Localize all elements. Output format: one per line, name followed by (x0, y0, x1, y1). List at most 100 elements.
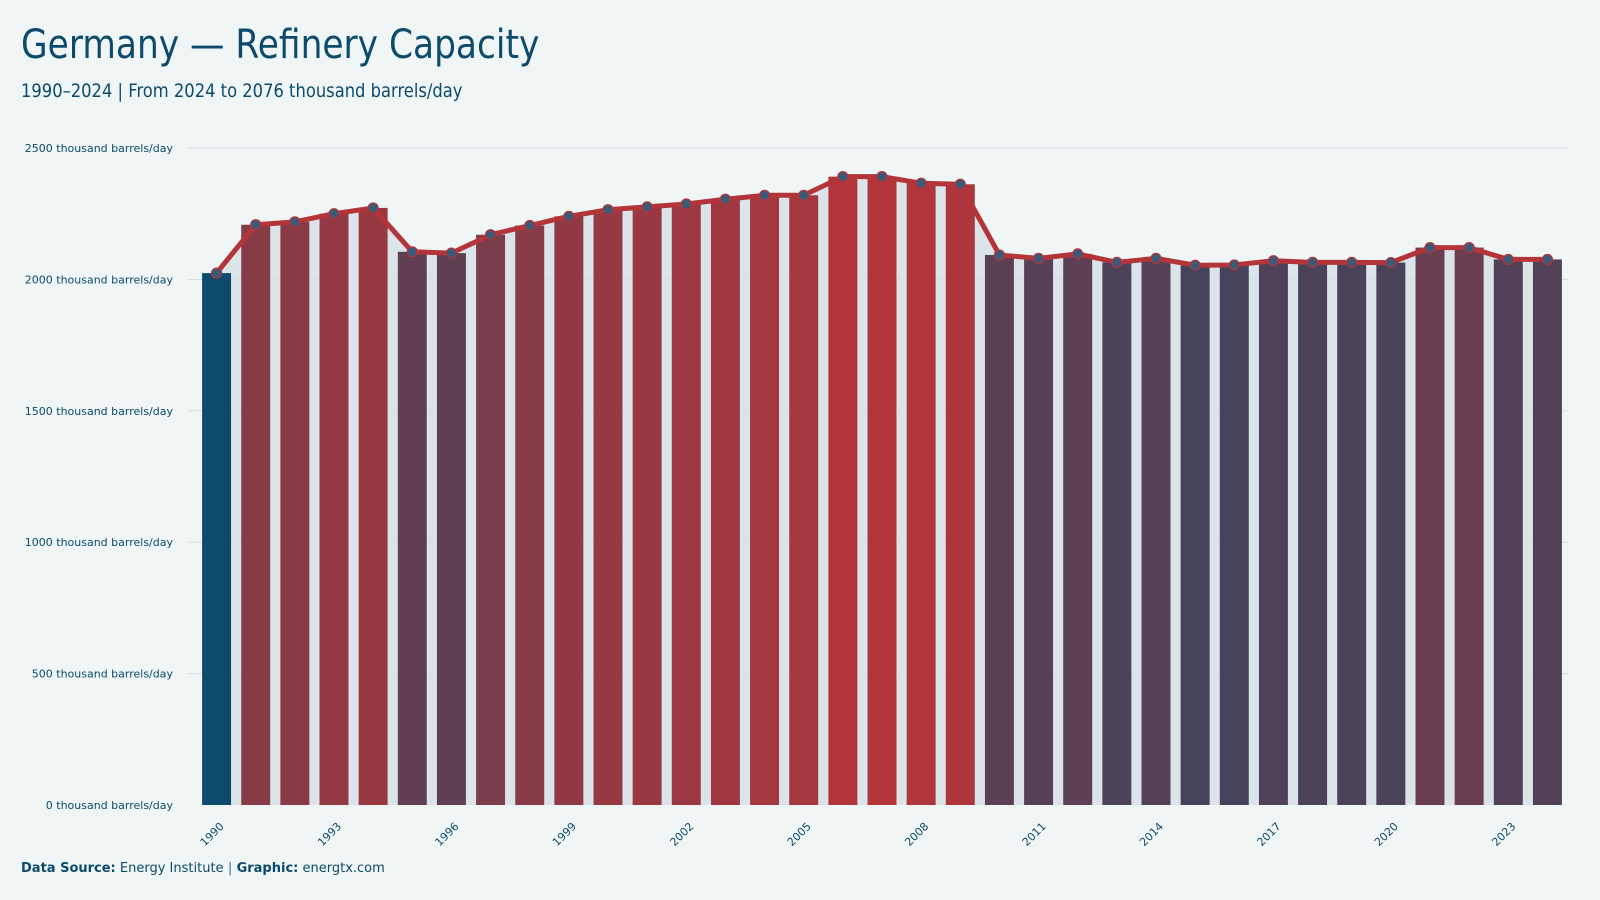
x-tick-label: 2011 (1020, 820, 1049, 849)
point-2012 (1072, 248, 1084, 260)
x-tick-label: 1999 (550, 820, 579, 849)
bar-2014 (1141, 258, 1171, 806)
point-1997 (484, 229, 497, 241)
bar-2001 (632, 206, 662, 806)
bar-1993 (319, 213, 349, 805)
bar-2023 (1493, 259, 1523, 805)
bar-2013 (1102, 262, 1132, 805)
point-2010 (993, 249, 1006, 261)
point-2005 (798, 189, 810, 201)
y-tick-label: 0 thousand barrels/day (46, 799, 174, 812)
bars (202, 176, 1562, 806)
bar-1995 (397, 251, 427, 805)
point-2008 (915, 177, 927, 189)
y-tick-label: 500 thousand barrels/day (32, 668, 174, 681)
bar-2022 (1454, 247, 1484, 805)
bar-2015 (1180, 265, 1210, 805)
bar-2003 (710, 199, 740, 806)
point-2018 (1306, 256, 1319, 268)
bar-1991 (241, 224, 271, 805)
footer-credits: Data Source: Energy Institute | Graphic:… (21, 861, 385, 876)
bar-2021 (1415, 247, 1445, 805)
y-tick-label: 1500 thousand barrels/day (25, 405, 174, 418)
graphic-value: energtx.com (302, 861, 385, 876)
x-axis: 1990 1993 1996 1999 2002 2005 2008 2011 2014 2017… (198, 820, 1519, 849)
bar-2007 (867, 176, 897, 805)
point-2002 (680, 198, 692, 210)
point-2011 (1032, 252, 1045, 264)
point-2022 (1463, 242, 1475, 254)
x-tick-label: 1990 (198, 820, 227, 849)
bar-2005 (789, 195, 819, 805)
x-tick-label: 2023 (1489, 820, 1518, 849)
x-tick-label: 2017 (1255, 820, 1284, 849)
bar-2008 (906, 183, 936, 805)
point-1994 (367, 202, 379, 214)
bar-1992 (280, 221, 310, 805)
point-2009 (954, 178, 966, 190)
bar-1999 (554, 216, 584, 805)
bar-2019 (1337, 262, 1367, 805)
point-2001 (641, 201, 653, 213)
x-tick-label: 2005 (785, 820, 814, 849)
bar-2009 (945, 184, 975, 805)
bar-2010 (984, 254, 1014, 805)
x-tick-label: 2008 (902, 820, 931, 849)
x-tick-label: 2002 (667, 820, 696, 849)
bar-2016 (1219, 264, 1249, 805)
source-label: Data Source: (21, 861, 116, 876)
bar-1998 (515, 225, 545, 805)
y-axis: 0 thousand barrels/day 500 thousand barre… (25, 142, 174, 812)
x-tick-label: 1993 (315, 820, 344, 849)
point-2003 (719, 193, 732, 205)
y-tick-label: 2000 thousand barrels/day (25, 273, 174, 286)
bar-2020 (1376, 262, 1406, 805)
point-1999 (563, 210, 575, 222)
point-2016 (1228, 259, 1240, 271)
bar-2017 (1258, 260, 1288, 805)
x-tick-label: 2020 (1372, 820, 1401, 849)
point-2007 (876, 171, 888, 183)
point-2015 (1189, 259, 1201, 271)
bar-2006 (828, 176, 858, 805)
bar-2012 (1063, 253, 1093, 806)
bar-2002 (671, 203, 701, 806)
bar-1997 (476, 234, 506, 805)
y-tick-label: 1000 thousand barrels/day (25, 536, 174, 549)
point-1991 (250, 219, 262, 231)
point-2000 (602, 204, 614, 216)
point-2021 (1424, 242, 1436, 254)
bar-2018 (1298, 262, 1328, 805)
x-tick-label: 2014 (1137, 820, 1166, 849)
bar-1994 (358, 207, 388, 805)
point-2006 (837, 171, 849, 183)
chart-subtitle: 1990–2024 | From 2024 to 2076 thousand b… (21, 80, 463, 102)
point-2023 (1502, 253, 1514, 266)
point-1993 (328, 208, 340, 220)
point-2019 (1346, 256, 1358, 268)
bar-1990 (202, 273, 232, 806)
footer-separator: | (227, 861, 233, 876)
point-2013 (1111, 256, 1123, 268)
point-1998 (524, 219, 536, 232)
graphic-label: Graphic: (236, 861, 299, 876)
point-1995 (406, 246, 418, 258)
bar-2011 (1024, 258, 1054, 806)
point-2017 (1267, 255, 1280, 267)
point-1990 (210, 267, 223, 279)
point-1996 (445, 247, 458, 259)
point-1992 (289, 216, 301, 228)
bar-2004 (750, 195, 780, 805)
point-2020 (1385, 256, 1397, 269)
point-2014 (1150, 252, 1162, 264)
line-markers (210, 171, 1554, 279)
point-2004 (758, 189, 771, 201)
bar-2024 (1532, 259, 1562, 805)
y-tick-label: 2500 thousand barrels/day (25, 142, 174, 155)
bar-2000 (593, 209, 623, 805)
point-2024 (1541, 253, 1554, 266)
chart-title: Germany — Refinery Capacity (21, 22, 540, 68)
source-value: Energy Institute (119, 861, 224, 876)
x-tick-label: 1996 (433, 820, 462, 849)
